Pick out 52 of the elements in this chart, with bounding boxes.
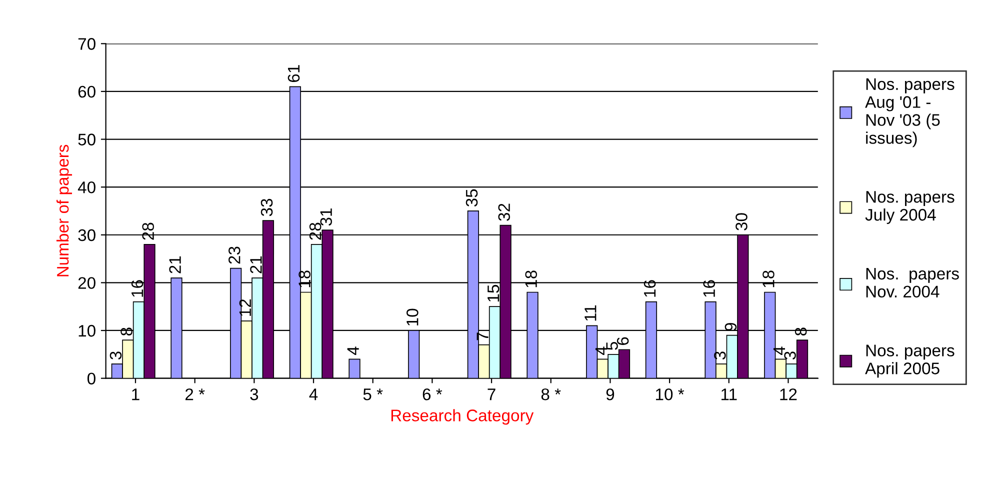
- data-label: 4: [774, 346, 785, 355]
- x-tick-label: 5 *: [363, 388, 383, 400]
- x-axis-title: Research Category: [391, 409, 534, 425]
- data-label: 31: [320, 208, 332, 226]
- x-tick-label: 12: [780, 388, 797, 400]
- data-label: 21: [250, 256, 262, 274]
- y-axis-title: Number of papers: [56, 144, 72, 276]
- y-tick-label: 20: [78, 277, 96, 289]
- data-label: 16: [131, 280, 144, 297]
- legend-label: Nos. papers Aug '01 - Nov '03 (5 issues): [865, 78, 954, 148]
- y-tick-label: 40: [78, 181, 96, 194]
- data-label: 35: [466, 189, 478, 207]
- x-tick-label: 2 *: [185, 388, 205, 400]
- data-label: 7: [476, 332, 488, 340]
- y-tick-label: 50: [78, 134, 96, 146]
- data-label: 3: [784, 352, 796, 360]
- x-tick-label: 10 *: [656, 388, 684, 400]
- data-label: 16: [703, 280, 716, 297]
- x-tick-label: 4: [309, 388, 318, 400]
- data-label: 15: [488, 284, 500, 302]
- data-label: 28: [309, 222, 322, 240]
- x-tick-label: 6 *: [422, 388, 442, 400]
- data-label: 10: [406, 308, 418, 326]
- data-label: 3: [714, 352, 726, 360]
- x-tick-label: 3: [250, 388, 258, 400]
- data-label: 3: [110, 352, 122, 360]
- data-label: 23: [228, 246, 240, 264]
- y-tick-label: 10: [78, 324, 96, 337]
- data-label: 61: [288, 65, 300, 82]
- data-label: 5: [606, 342, 618, 350]
- x-tick-label: 7: [488, 388, 496, 400]
- x-tick-label: 8 *: [541, 388, 561, 400]
- data-label: 30: [736, 213, 748, 230]
- data-label: 32: [498, 204, 510, 221]
- x-tick-label: 1: [132, 388, 140, 400]
- x-tick-label: 11: [722, 388, 737, 400]
- y-tick-label: 70: [78, 38, 96, 50]
- y-tick-label: 30: [78, 229, 96, 242]
- data-label: 21: [169, 256, 181, 274]
- data-label: 9: [724, 322, 737, 331]
- data-label: 6: [616, 337, 629, 345]
- x-tick-label: 9: [606, 388, 614, 400]
- y-tick-label: 0: [87, 372, 96, 385]
- data-label: 16: [644, 280, 656, 297]
- data-label: 4: [347, 346, 359, 355]
- legend-label: Nos. papers Nov. 2004: [866, 268, 959, 298]
- y-tick-label: 60: [78, 86, 96, 98]
- legend-label: Nos. papers April 2005: [865, 344, 954, 378]
- data-label: 33: [260, 198, 273, 216]
- data-label: 28: [142, 222, 154, 240]
- legend-label: Nos. papers July 2004: [865, 191, 954, 224]
- data-label: 11: [584, 305, 596, 321]
